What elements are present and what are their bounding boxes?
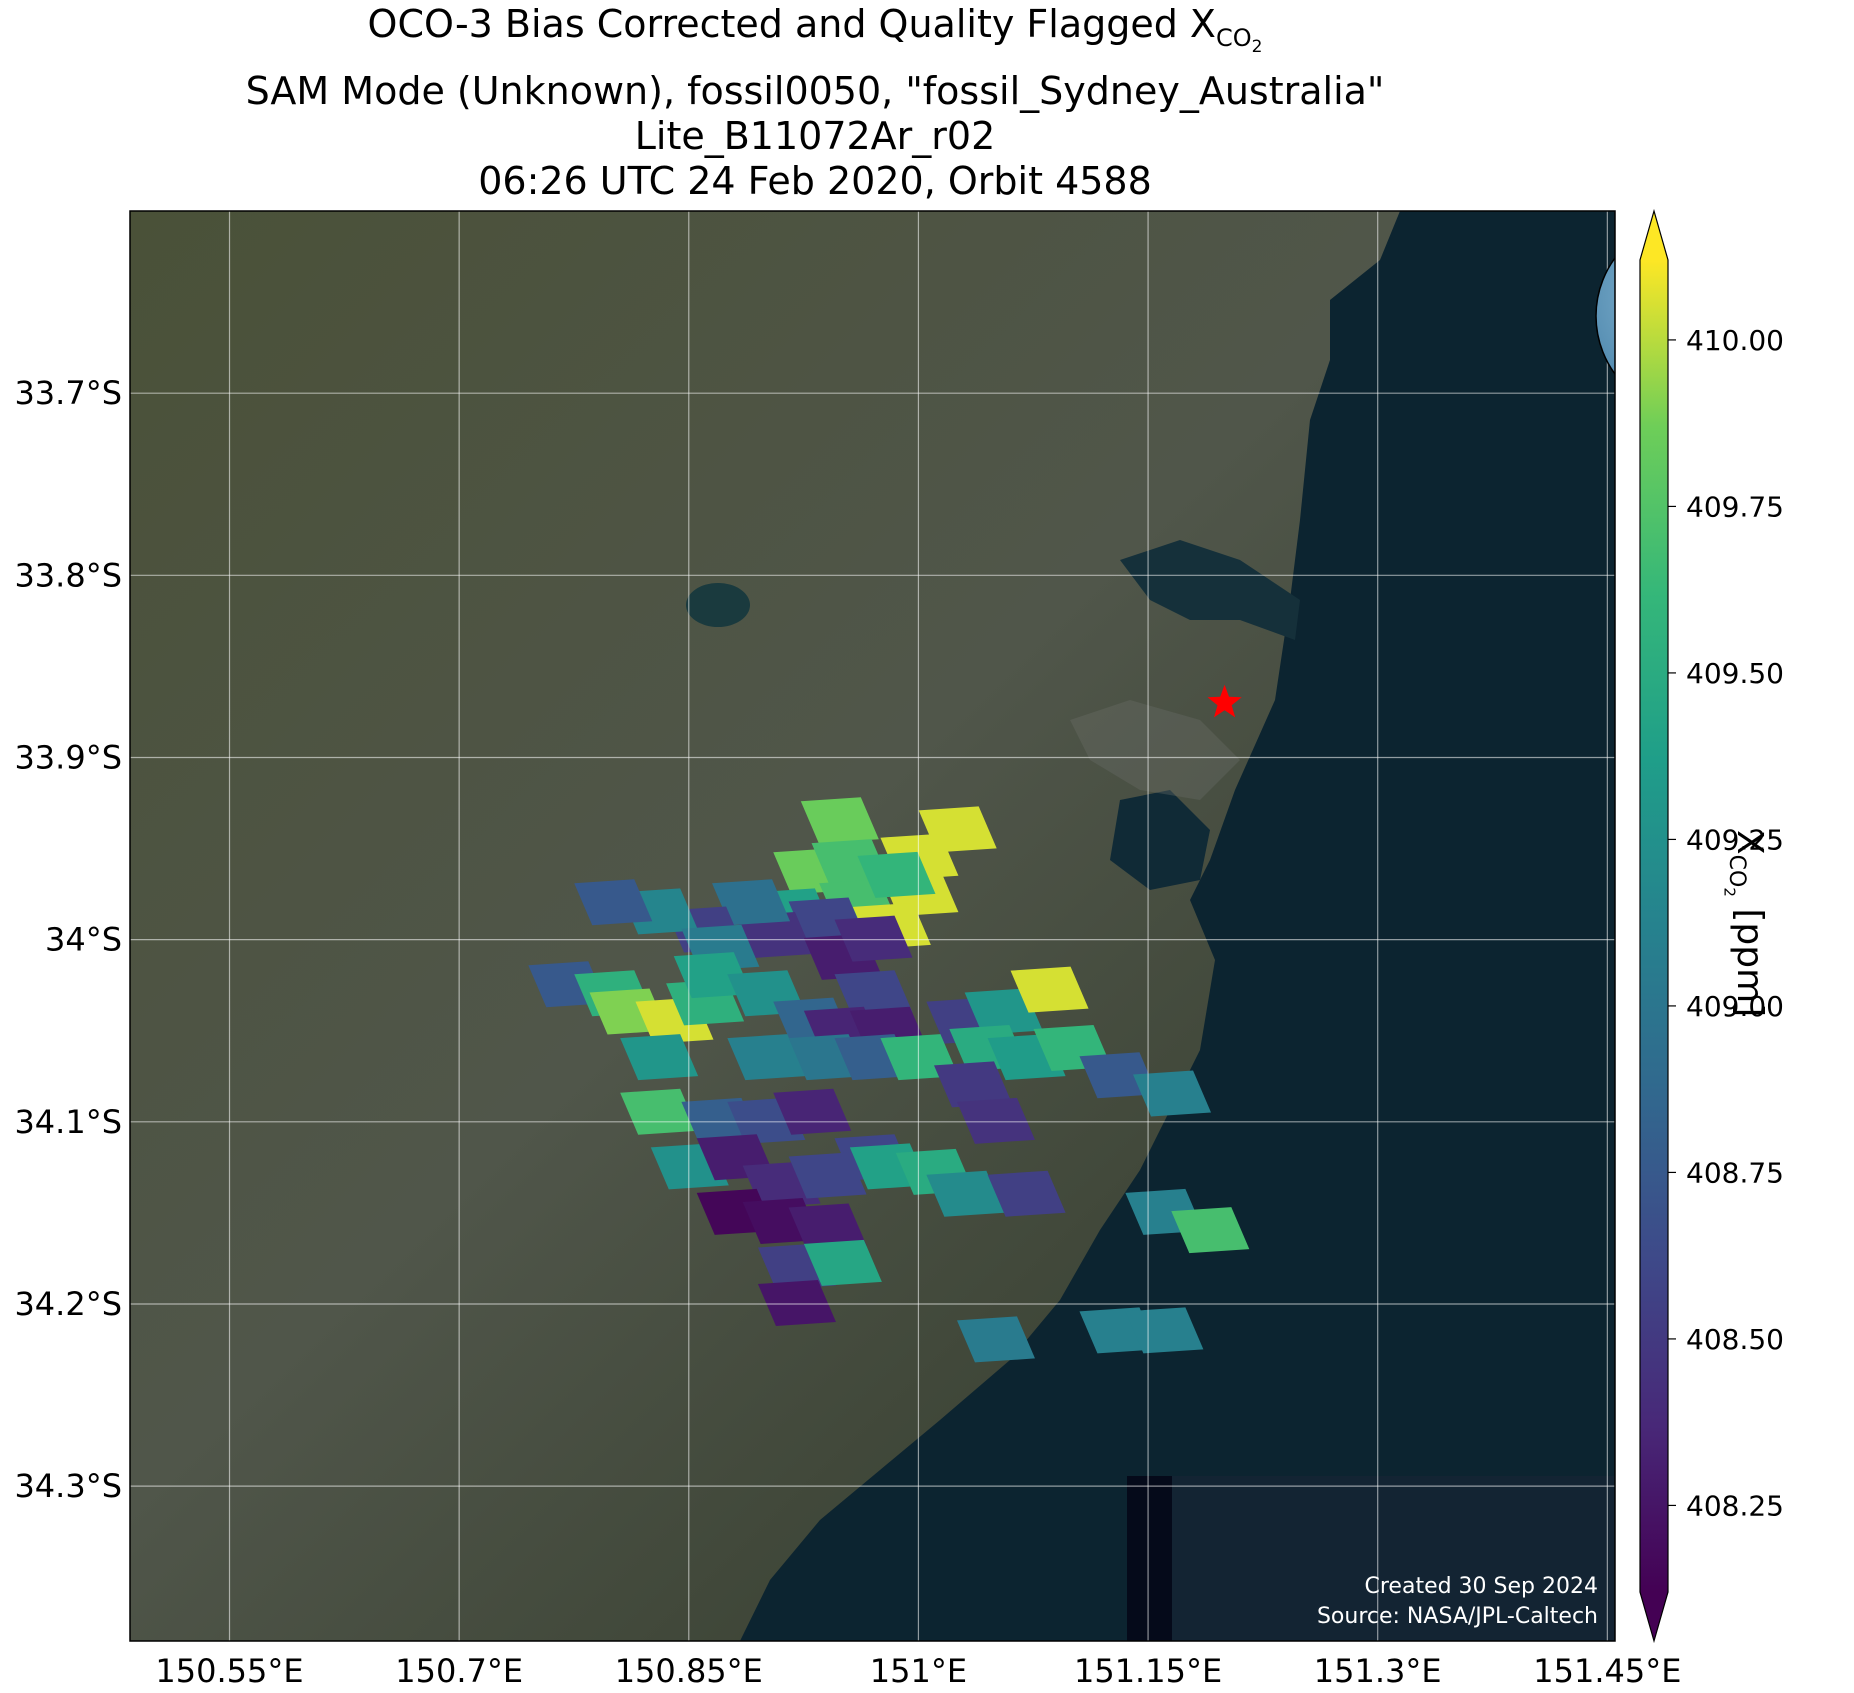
colorbar-tick-label: 409.75 xyxy=(1686,490,1784,523)
title-line-3: Lite_B11072Ar_r02 xyxy=(634,114,996,159)
colorbar-gradient xyxy=(1640,260,1668,1592)
lat-tick-label: 34.2°S xyxy=(14,1285,122,1323)
lat-tick-label: 33.9°S xyxy=(14,738,122,776)
xco2-footprints xyxy=(528,797,1250,1363)
lon-tick-label: 150.7°E xyxy=(395,1652,523,1690)
map-area: Created 30 Sep 2024 Source: NASA/JPL-Cal… xyxy=(130,211,1712,1641)
sounding-footprint xyxy=(1079,1052,1158,1099)
sounding-footprint xyxy=(1125,1307,1204,1354)
colorbar-tick-label: 408.75 xyxy=(1686,1156,1784,1189)
star-icon xyxy=(1207,684,1242,718)
sounding-footprint xyxy=(757,1279,836,1326)
missing-tile-strip xyxy=(1127,1476,1172,1641)
lon-tick-label: 151.15°E xyxy=(1074,1652,1222,1690)
sounding-footprint xyxy=(727,1034,806,1081)
globe-star-icon xyxy=(1699,277,1712,290)
lat-tick-label: 33.8°S xyxy=(14,556,122,594)
credit-created: Created 30 Sep 2024 xyxy=(1365,1574,1599,1599)
title-line-2: SAM Mode (Unknown), fossil0050, "fossil_… xyxy=(245,69,1385,114)
sounding-footprint xyxy=(1133,1070,1212,1117)
colorbar-title-subsub: 2 xyxy=(1720,887,1739,897)
sounding-footprint xyxy=(964,988,1043,1035)
title-line-1-subsub: 2 xyxy=(1251,36,1263,57)
lon-tick-label: 151.3°E xyxy=(1314,1652,1442,1690)
lat-tick-label: 33.7°S xyxy=(14,374,122,412)
globe-outline xyxy=(1595,256,1615,376)
colorbar-tick-label: 410.00 xyxy=(1686,324,1784,357)
sounding-footprint xyxy=(803,1239,882,1286)
sounding-footprint xyxy=(987,1170,1066,1217)
sounding-footprint xyxy=(857,851,936,898)
title-line-1: OCO-3 Bias Corrected and Quality Flagged… xyxy=(0,2,1630,69)
colorbar-ticks: 408.25 408.50 408.75 409.00 409.25 409.50 409.… xyxy=(1668,324,1784,1522)
lon-tick-label: 151.45°E xyxy=(1533,1652,1681,1690)
colorbar-tick-label: 408.25 xyxy=(1686,1489,1784,1522)
sounding-footprint xyxy=(574,879,653,926)
title-line-1-sub: CO xyxy=(1215,23,1252,52)
lon-tick-label: 150.55°E xyxy=(155,1652,303,1690)
colorbar-title-units: [ppm] xyxy=(1729,896,1770,1018)
globe-icon xyxy=(1596,258,1615,374)
credit-source: Source: NASA/JPL-Caltech xyxy=(1317,1604,1598,1629)
colorbar: 408.25 408.50 408.75 409.00 409.25 409.50 409.… xyxy=(1639,208,1784,1644)
sounding-footprint xyxy=(1171,1207,1250,1254)
colorbar-extend-max xyxy=(1640,211,1668,260)
sounding-footprint xyxy=(1010,966,1089,1013)
colorbar-title-x: X xyxy=(1729,830,1770,855)
sounding-footprint xyxy=(788,1203,867,1250)
reservoir xyxy=(686,583,750,627)
sounding-footprint xyxy=(934,1061,1013,1108)
sounding-footprint xyxy=(834,915,913,962)
sounding-footprint xyxy=(712,879,791,926)
title-line-1-text: OCO-3 Bias Corrected and Quality Flagged… xyxy=(367,2,1216,46)
sounding-footprint xyxy=(956,1097,1035,1144)
colorbar-tick-label: 409.25 xyxy=(1686,823,1784,856)
lon-tick-label: 150.85°E xyxy=(615,1652,763,1690)
ocean-area xyxy=(740,211,1615,1641)
lat-tick-label: 34°S xyxy=(45,921,122,959)
colorbar-tick-label: 409.50 xyxy=(1686,657,1784,690)
missing-tile-area xyxy=(1127,1476,1615,1641)
title-line-4: 06:26 UTC 24 Feb 2020, Orbit 4588 xyxy=(478,159,1152,204)
sounding-footprint xyxy=(956,1316,1035,1363)
sounding-footprint xyxy=(834,970,913,1017)
lat-tick-label: 34.3°S xyxy=(14,1467,122,1505)
colorbar-extend-min xyxy=(1640,1592,1668,1641)
harbour xyxy=(1120,540,1300,640)
urban-area xyxy=(1070,700,1240,800)
sounding-footprint xyxy=(788,1152,867,1199)
sounding-footprint xyxy=(673,952,752,999)
sounding-footprint xyxy=(773,1088,852,1135)
sounding-footprint xyxy=(918,806,997,853)
longitude-axis: 150.55°E 150.7°E 150.85°E 151°E 151.15°E 151.… xyxy=(155,1652,1681,1690)
botany-bay xyxy=(1110,790,1210,890)
sounding-footprint xyxy=(800,797,879,844)
map-frame xyxy=(129,210,1616,1642)
gridlines xyxy=(130,211,1615,1641)
sounding-footprint xyxy=(620,1088,699,1135)
inset-globe xyxy=(1595,218,1712,376)
colorbar-title: XCO2 [ppm] xyxy=(1720,830,1770,1017)
colorbar-title-sub: CO xyxy=(1723,854,1749,888)
colorbar-tick-label: 409.00 xyxy=(1686,990,1784,1023)
sounding-footprint xyxy=(926,1170,1005,1217)
lat-tick-label: 34.1°S xyxy=(14,1103,122,1141)
lon-tick-label: 151°E xyxy=(870,1652,967,1690)
latitude-axis: 33.7°S 33.8°S 33.9°S 34°S 34.1°S 34.2°S 34.3°S xyxy=(14,374,122,1505)
colorbar-tick-label: 408.50 xyxy=(1686,1323,1784,1356)
sounding-footprint xyxy=(620,1034,699,1081)
colorbar-outline xyxy=(1639,208,1669,1644)
figure-title: OCO-3 Bias Corrected and Quality Flagged… xyxy=(0,2,1630,204)
